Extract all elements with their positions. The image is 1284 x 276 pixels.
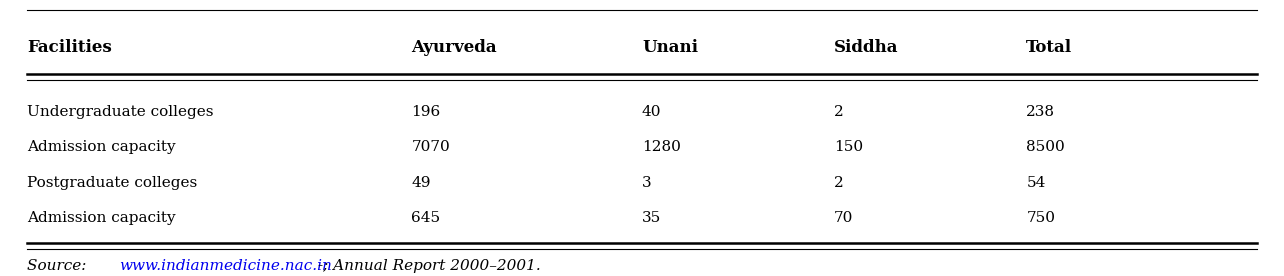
Text: Total: Total	[1026, 39, 1072, 56]
Text: 49: 49	[411, 176, 431, 190]
Text: Facilities: Facilities	[27, 39, 112, 56]
Text: Postgraduate colleges: Postgraduate colleges	[27, 176, 198, 190]
Text: 238: 238	[1026, 105, 1055, 119]
Text: Admission capacity: Admission capacity	[27, 211, 176, 225]
Text: Siddha: Siddha	[835, 39, 899, 56]
Text: Unani: Unani	[642, 39, 698, 56]
Text: 2: 2	[835, 176, 844, 190]
Text: 196: 196	[411, 105, 440, 119]
Text: 150: 150	[835, 140, 863, 154]
Text: Source:: Source:	[27, 259, 96, 273]
Text: 70: 70	[835, 211, 854, 225]
Text: 645: 645	[411, 211, 440, 225]
Text: Ayurveda: Ayurveda	[411, 39, 497, 56]
Text: 54: 54	[1026, 176, 1045, 190]
Text: 750: 750	[1026, 211, 1055, 225]
Text: 8500: 8500	[1026, 140, 1066, 154]
Text: Admission capacity: Admission capacity	[27, 140, 176, 154]
Text: 3: 3	[642, 176, 651, 190]
Text: 2: 2	[835, 105, 844, 119]
Text: 40: 40	[642, 105, 661, 119]
Text: 1280: 1280	[642, 140, 681, 154]
Text: -; Annual Report 2000–2001.: -; Annual Report 2000–2001.	[318, 259, 541, 273]
Text: 7070: 7070	[411, 140, 451, 154]
Text: Undergraduate colleges: Undergraduate colleges	[27, 105, 213, 119]
Text: 35: 35	[642, 211, 661, 225]
Text: www.indianmedicine.nac.in: www.indianmedicine.nac.in	[119, 259, 333, 273]
